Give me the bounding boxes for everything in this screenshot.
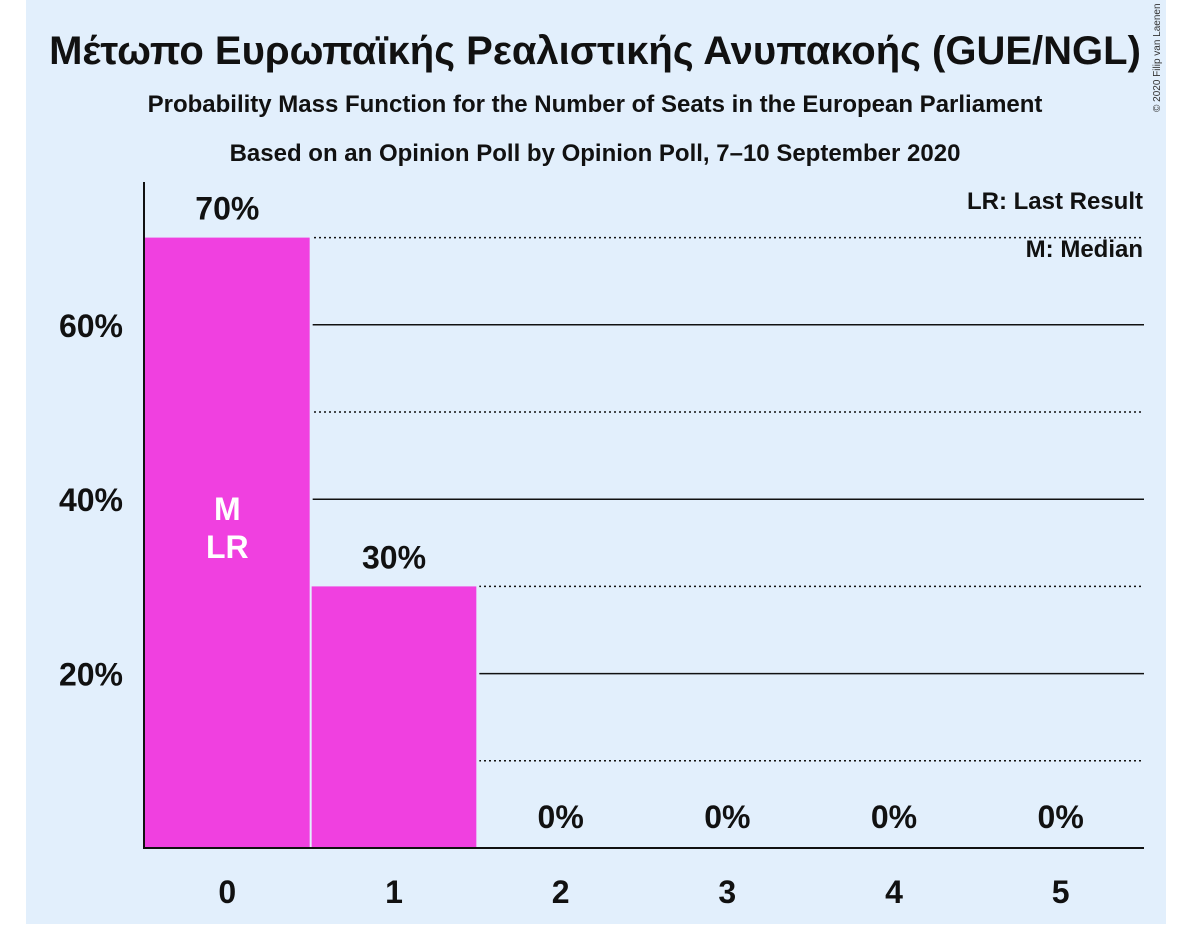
x-tick-label-4: 4 <box>885 874 903 910</box>
x-tick-label-3: 3 <box>718 874 736 910</box>
bar-1 <box>311 586 477 848</box>
median-marker: M <box>214 491 241 527</box>
bars <box>144 234 480 849</box>
bar-value-label-2: 0% <box>538 799 584 835</box>
x-tick-label-2: 2 <box>552 874 570 910</box>
copyright-text: © 2020 Filip van Laenen <box>1152 3 1163 112</box>
x-tick-label-1: 1 <box>385 874 403 910</box>
bar-value-label-5: 0% <box>1038 799 1084 835</box>
bar-value-label-1: 30% <box>362 539 426 575</box>
y-tick-label-60: 60% <box>59 308 123 344</box>
x-tick-label-5: 5 <box>1052 874 1070 910</box>
y-tick-label-40: 40% <box>59 482 123 518</box>
chart-subtitle-2: Based on an Opinion Poll by Opinion Poll… <box>230 140 961 167</box>
axes <box>143 182 1144 849</box>
x-tick-label-0: 0 <box>218 874 236 910</box>
bar-value-label-4: 0% <box>871 799 917 835</box>
y-tick-label-20: 20% <box>59 657 123 693</box>
tick-labels: 20% 40% 60% 0 1 2 3 4 5 <box>59 308 1070 910</box>
bar-value-label-0: 70% <box>195 191 259 227</box>
legend-last-result: LR: Last Result <box>967 188 1143 215</box>
chart-subtitle: Probability Mass Function for the Number… <box>148 91 1043 118</box>
bar-0 <box>145 237 310 849</box>
last-result-marker: LR <box>206 529 249 565</box>
chart-title: Μέτωπο Ευρωπαϊκής Ρεαλιστικής Ανυπακοής … <box>49 29 1141 73</box>
bar-value-label-3: 0% <box>704 799 750 835</box>
legend-median: M: Median <box>1026 236 1143 263</box>
bar-labels: 70% 30% 0% 0% 0% 0% MLR <box>195 191 1083 835</box>
